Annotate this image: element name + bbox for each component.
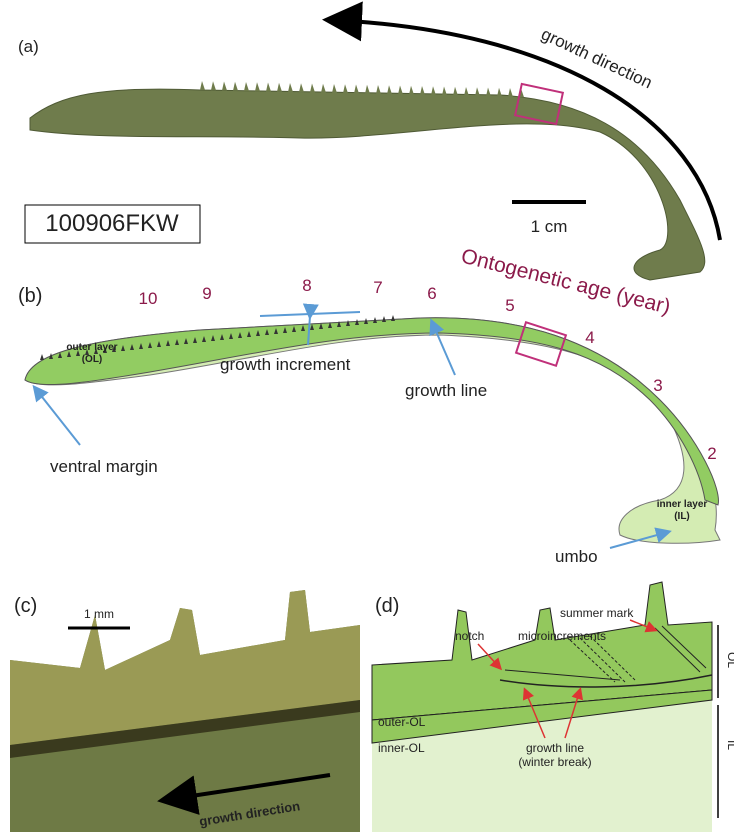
inner-ol-label: inner-OL xyxy=(378,741,425,755)
spine xyxy=(343,84,348,93)
spine xyxy=(299,83,304,92)
spine xyxy=(376,85,381,94)
spine xyxy=(475,87,480,96)
spine xyxy=(288,83,293,92)
spine xyxy=(453,87,458,96)
spine xyxy=(222,82,227,91)
spine xyxy=(508,88,513,97)
shell-photo xyxy=(30,89,705,280)
panel-label: (a) xyxy=(18,37,39,56)
age-label: 9 xyxy=(202,284,211,303)
spine xyxy=(431,86,436,95)
spine xyxy=(391,315,395,321)
age-label: 5 xyxy=(505,296,514,315)
spine xyxy=(40,354,44,360)
age-label: 7 xyxy=(373,278,382,297)
spine xyxy=(398,86,403,95)
spine xyxy=(497,88,502,97)
ol-label: OL xyxy=(725,652,734,668)
scale-label: 1 mm xyxy=(84,607,114,621)
panel-a: (a) growth direction 100906FKW 1 cm xyxy=(18,20,720,280)
spine xyxy=(255,82,260,91)
panel-c: (c) 1 mm growth direction xyxy=(10,590,360,832)
spine xyxy=(244,82,249,91)
spine xyxy=(321,84,326,93)
spine xyxy=(211,81,216,90)
age-label: 8 xyxy=(302,276,311,295)
spine xyxy=(310,84,315,93)
il-label: IL xyxy=(725,740,734,750)
spine xyxy=(332,84,337,93)
spine xyxy=(365,85,370,94)
figure: (a) growth direction 100906FKW 1 cm (b) … xyxy=(0,0,734,832)
increment-bracket xyxy=(260,312,360,316)
panel-d: (d) notch microincrements summer mark ou… xyxy=(372,582,734,832)
spine xyxy=(464,87,469,96)
age-label: 3 xyxy=(653,376,662,395)
outer-ol-label: outer-OL xyxy=(378,715,426,729)
age-title: Ontogenetic age (year) xyxy=(459,245,673,319)
age-label: 6 xyxy=(427,284,436,303)
panel-label: (d) xyxy=(375,595,399,617)
specimen-id: 100906FKW xyxy=(45,210,179,237)
scale-label: 1 cm xyxy=(531,217,568,236)
age-label: 2 xyxy=(707,444,716,463)
spine xyxy=(266,83,271,92)
microincrements-label: microincrements xyxy=(518,629,606,643)
summer-mark-label: summer mark xyxy=(560,606,634,620)
spine xyxy=(387,85,392,94)
outer-layer xyxy=(25,318,718,505)
panel-b: (b) Ontogenetic age (year) 1098765432 ou… xyxy=(18,245,720,566)
notch-label: notch xyxy=(455,629,484,643)
spine xyxy=(354,85,359,94)
panel-label: (c) xyxy=(14,595,37,617)
spine xyxy=(409,86,414,95)
panel-label: (b) xyxy=(18,285,42,307)
age-label: 4 xyxy=(585,328,594,347)
age-label: 10 xyxy=(139,289,158,308)
umbo-label: umbo xyxy=(555,547,598,566)
ventral-margin-label: ventral margin xyxy=(50,457,158,476)
growth-increment-label: growth increment xyxy=(220,355,351,374)
growth-direction-label: growth direction xyxy=(538,24,655,92)
spine xyxy=(420,86,425,95)
spine xyxy=(382,316,386,322)
spine xyxy=(277,83,282,92)
spine xyxy=(486,88,491,97)
spine xyxy=(200,81,205,90)
pointer xyxy=(35,388,80,445)
spine xyxy=(233,82,238,91)
winter-break-label: growth line(winter break) xyxy=(518,741,591,769)
spine xyxy=(442,87,447,96)
growth-line-label: growth line xyxy=(405,381,487,400)
